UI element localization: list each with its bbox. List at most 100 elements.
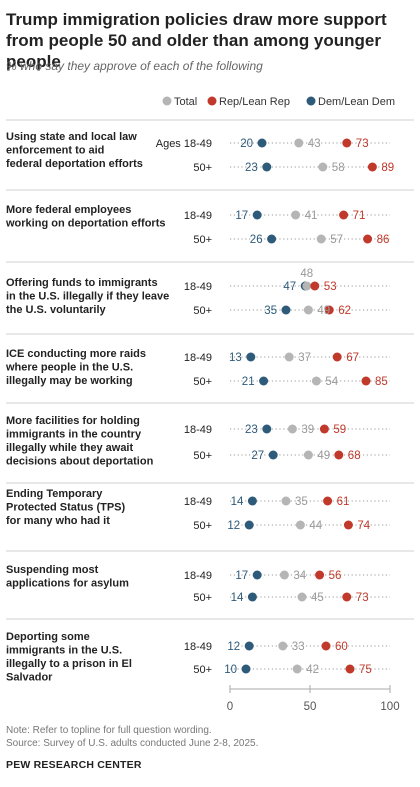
total-value: 43 [308, 138, 321, 150]
total-dot [287, 424, 297, 434]
rep-value: 74 [357, 520, 370, 532]
total-value: 33 [292, 641, 305, 653]
age-label: 18-49 [184, 210, 212, 222]
total-value: 45 [311, 592, 324, 604]
dem-value: 10 [224, 664, 237, 676]
policy-label: illegally while they await [6, 442, 133, 454]
source-note: Source: Survey of U.S. adults conducted … [6, 738, 259, 749]
age-label: 18-49 [184, 352, 212, 364]
total-dot [284, 352, 294, 362]
rep-dot [321, 641, 331, 651]
rep-dot [332, 352, 342, 362]
dem-value: 14 [231, 592, 244, 604]
policy-label: where people in the U.S. [5, 362, 133, 374]
rep-dot [324, 305, 334, 315]
rep-value: 56 [329, 570, 342, 582]
legend-label: Dem/Lean Dem [318, 96, 395, 108]
policy-label: working on deportation efforts [5, 218, 166, 230]
dem-value: 12 [227, 520, 240, 532]
rep-value: 86 [377, 234, 390, 246]
age-label: 18-49 [184, 641, 212, 653]
dem-value: 35 [264, 305, 277, 317]
dem-dot [259, 376, 269, 386]
total-dot [303, 305, 313, 315]
age-label: 50+ [193, 162, 212, 174]
policy-label: Offering funds to immigrants [6, 277, 158, 289]
legend-label: Rep/Lean Rep [219, 96, 290, 108]
policy-label: enforcement to aid [6, 145, 104, 157]
total-value: 35 [295, 496, 308, 508]
policy-label: illegally may be working [6, 375, 133, 387]
policy-label: Ending Temporary [6, 488, 103, 500]
dem-dot [267, 234, 277, 244]
rep-value: 61 [337, 496, 350, 508]
legend-swatch [306, 96, 316, 106]
footnote: Note: Refer to topline for full question… [6, 725, 212, 736]
legend-label: Total [174, 96, 197, 108]
total-value: 39 [301, 424, 314, 436]
rep-dot [342, 592, 352, 602]
dem-value: 12 [227, 641, 240, 653]
dem-dot [246, 352, 256, 362]
total-dot [302, 281, 312, 291]
age-label: 50+ [193, 450, 212, 462]
chart-title: Trump immigration policies draw more sup… [6, 10, 387, 71]
policy-label: Using state and local law [6, 131, 137, 143]
total-value: 49 [317, 305, 330, 317]
rep-dot [315, 570, 325, 580]
rep-dot [339, 210, 349, 220]
total-dot [295, 520, 305, 530]
total-dot [279, 570, 289, 580]
policy-label: Protected Status (TPS) [6, 502, 126, 514]
age-label: 18-49 [184, 496, 212, 508]
dem-dot [244, 641, 254, 651]
dem-dot [252, 570, 262, 580]
policy-label: ICE conducting more raids [6, 348, 146, 360]
policy-label: in the U.S. illegally if they leave [6, 291, 169, 303]
dem-dot [262, 424, 272, 434]
rep-dot [345, 664, 355, 674]
total-value: 42 [306, 664, 319, 676]
rep-value: 85 [375, 376, 388, 388]
total-dot [297, 592, 307, 602]
dem-value: 17 [235, 210, 248, 222]
total-dot [316, 234, 326, 244]
rep-value: 71 [353, 210, 366, 222]
total-dot [281, 496, 291, 506]
total-value: 58 [332, 162, 345, 174]
dem-value: 23 [245, 162, 258, 174]
dem-value: 17 [235, 570, 248, 582]
x-tick-label: 0 [227, 701, 233, 713]
age-label: 18-49 [184, 570, 212, 582]
policy-label: Deporting some [6, 631, 90, 643]
total-dot [311, 376, 321, 386]
dem-value: 21 [242, 376, 255, 388]
total-value: 37 [298, 352, 311, 364]
rep-value: 62 [338, 305, 351, 317]
rep-dot [319, 424, 329, 434]
dem-value: 13 [229, 352, 242, 364]
total-dot [291, 210, 301, 220]
age-label: 50+ [193, 592, 212, 604]
policy-label: More federal employees [6, 204, 131, 216]
total-value: 57 [330, 234, 343, 246]
rep-dot [342, 138, 352, 148]
policy-label: decisions about deportation [6, 456, 154, 468]
dem-value: 27 [251, 450, 264, 462]
dem-value: 26 [250, 234, 263, 246]
age-label: 50+ [193, 376, 212, 388]
policy-label: More facilities for holding [6, 415, 140, 427]
legend-swatch [162, 96, 172, 106]
x-tick-label: 50 [304, 701, 317, 713]
policy-label: immigrants in the U.S. [6, 645, 122, 657]
age-label: 50+ [193, 305, 212, 317]
age-label: 18-49 [184, 281, 212, 293]
policy-label: applications for asylum [6, 578, 129, 590]
total-value: 44 [309, 520, 322, 532]
rep-dot [310, 281, 320, 291]
rep-dot [361, 376, 371, 386]
age-label: 50+ [193, 520, 212, 532]
dem-value: 20 [240, 138, 253, 150]
rep-dot [334, 450, 344, 460]
rep-value: 59 [333, 424, 346, 436]
